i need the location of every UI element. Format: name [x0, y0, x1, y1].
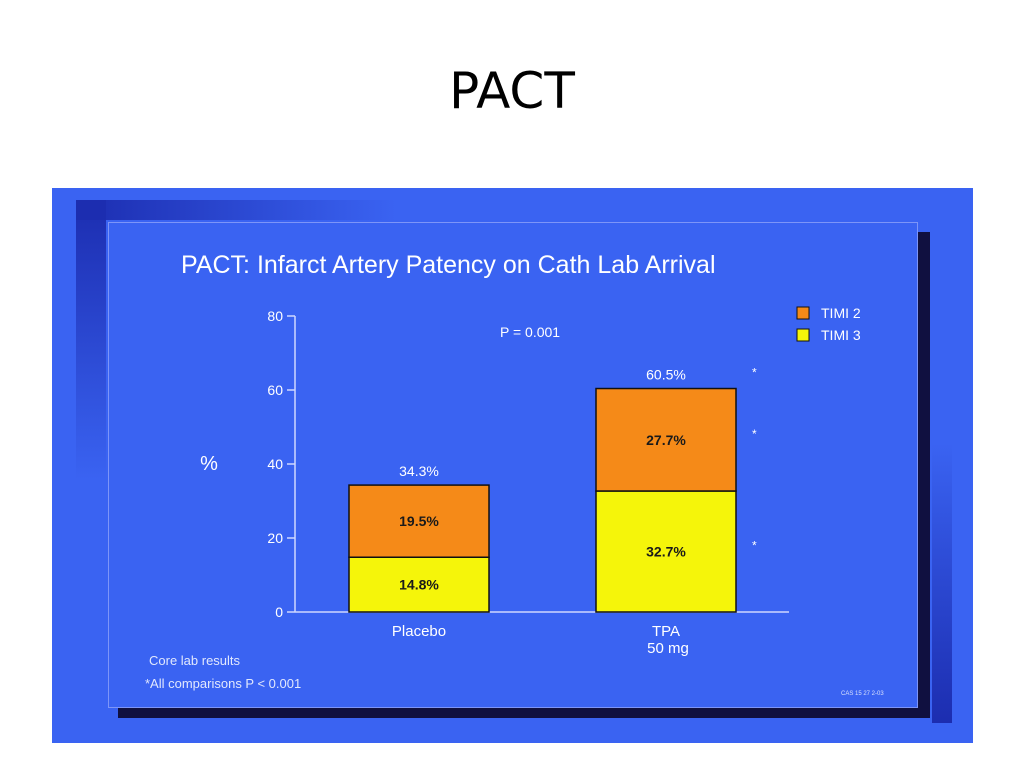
legend: TIMI 2 TIMI 3: [796, 305, 861, 343]
decorative-fade-top: [76, 200, 396, 220]
x-tick-label: Placebo: [392, 623, 446, 640]
x-tick-label: 50 mg: [647, 640, 689, 657]
slide-code: CAS 15 27 2-03: [841, 691, 884, 697]
bar-timi-3-0: [348, 556, 490, 613]
y-tick-label: 40: [267, 456, 283, 472]
significance-marker: *: [752, 539, 757, 553]
y-tick-label: 0: [275, 604, 283, 620]
significance-marker: *: [752, 366, 757, 380]
bar-timi-3-1: [595, 490, 737, 613]
footnote-core-lab: Core lab results: [149, 653, 241, 668]
decorative-fade-left: [76, 200, 106, 480]
x-tick-label: TPA: [652, 623, 680, 640]
chart-title: PACT: Infarct Artery Patency on Cath Lab…: [181, 251, 716, 279]
total-label: 60.5%: [646, 367, 686, 383]
total-label: 34.3%: [399, 463, 439, 479]
data-label: 32.7%: [646, 544, 686, 560]
legend-label: TIMI 2: [821, 305, 861, 321]
legend-swatch-timi-3: [796, 328, 810, 342]
y-axis-label: %: [200, 453, 218, 475]
data-label: 19.5%: [399, 513, 439, 529]
chart-slide: PACT: Infarct Artery Patency on Cath Lab…: [52, 188, 973, 743]
page-title: PACT: [449, 62, 575, 120]
bars: 14.8% 19.5% 34.3% Placebo 32.7% * 27.7% * 60.5% *…: [348, 366, 757, 657]
data-label: 27.7%: [646, 432, 686, 448]
chart-panel: PACT: Infarct Artery Patency on Cath Lab…: [108, 222, 918, 708]
decorative-fade-right: [932, 443, 952, 723]
footnote-comparisons: *All comparisons P < 0.001: [145, 676, 301, 691]
y-tick-label: 20: [267, 530, 283, 546]
legend-label: TIMI 3: [821, 327, 861, 343]
legend-swatch-timi-2: [796, 306, 810, 320]
data-label: 14.8%: [399, 577, 439, 593]
p-value-annotation: P = 0.001: [500, 324, 560, 340]
bar-timi-2-0: [348, 484, 490, 558]
bar-timi-2-1: [595, 387, 737, 492]
significance-marker: *: [752, 427, 757, 441]
y-tick-label: 80: [267, 308, 283, 324]
y-tick-label: 60: [267, 382, 283, 398]
chart: PACT: Infarct Artery Patency on Cath Lab…: [145, 251, 884, 697]
